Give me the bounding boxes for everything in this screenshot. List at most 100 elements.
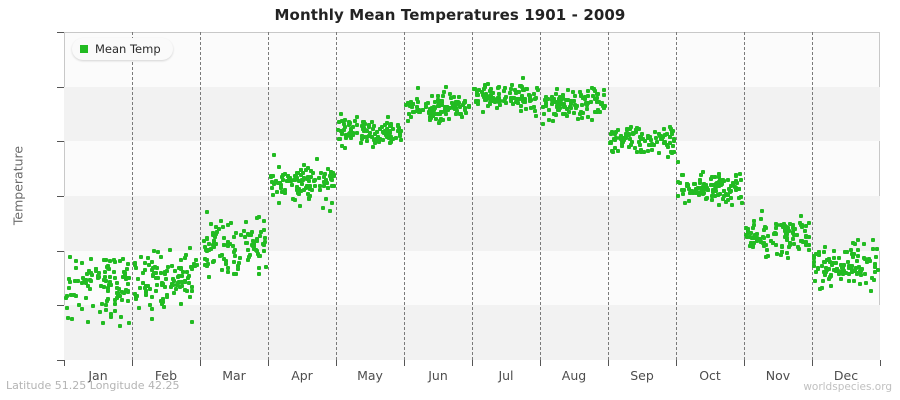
scatter-point xyxy=(763,254,768,259)
scatter-point xyxy=(235,266,240,271)
scatter-point xyxy=(177,266,182,271)
scatter-point xyxy=(513,88,518,93)
scatter-point xyxy=(179,258,184,263)
scatter-point xyxy=(855,271,860,276)
scatter-point xyxy=(803,242,808,247)
scatter-point xyxy=(750,235,755,240)
chart-legend[interactable]: Mean Temp xyxy=(72,38,173,60)
scatter-point xyxy=(236,264,241,269)
scatter-point xyxy=(279,183,284,188)
scatter-point xyxy=(178,302,183,307)
scatter-point xyxy=(83,277,88,282)
scatter-point xyxy=(694,188,699,193)
scatter-point xyxy=(492,99,497,104)
scatter-point xyxy=(565,114,570,119)
scatter-point xyxy=(523,86,528,91)
scatter-point xyxy=(637,139,642,144)
scatter-point xyxy=(305,177,310,182)
scatter-point xyxy=(591,86,596,91)
scatter-point xyxy=(620,143,625,148)
scatter-point xyxy=(687,190,692,195)
scatter-point xyxy=(326,186,331,191)
scatter-point xyxy=(193,263,198,268)
scatter-point xyxy=(503,96,508,101)
scatter-point xyxy=(179,266,184,271)
scatter-point xyxy=(142,286,147,291)
scatter-point xyxy=(583,100,588,105)
scatter-point xyxy=(716,179,721,184)
scatter-point xyxy=(67,279,72,284)
scatter-point xyxy=(293,178,298,183)
scatter-point xyxy=(615,127,620,132)
scatter-point xyxy=(189,319,194,324)
scatter-point xyxy=(751,240,756,245)
scatter-point xyxy=(824,270,829,275)
scatter-point xyxy=(369,134,374,139)
scatter-point xyxy=(188,264,193,269)
scatter-point xyxy=(542,112,547,117)
scatter-point xyxy=(286,176,291,181)
scatter-point xyxy=(509,96,514,101)
scatter-point xyxy=(423,102,428,107)
scatter-point xyxy=(718,183,723,188)
scatter-point xyxy=(213,231,218,236)
scatter-point xyxy=(351,125,356,130)
scatter-point xyxy=(449,96,454,101)
scatter-point xyxy=(262,227,267,232)
scatter-point xyxy=(575,104,580,109)
scatter-point xyxy=(733,173,738,178)
scatter-point xyxy=(295,191,300,196)
scatter-point xyxy=(147,262,152,267)
x-tick-label: Jun xyxy=(428,368,448,383)
scatter-point xyxy=(149,294,154,299)
scatter-point xyxy=(812,264,817,269)
scatter-point xyxy=(722,188,727,193)
scatter-point xyxy=(442,108,447,113)
scatter-point xyxy=(343,133,348,138)
scatter-point xyxy=(717,203,722,208)
scatter-point xyxy=(782,228,787,233)
scatter-point xyxy=(584,103,589,108)
scatter-point xyxy=(483,91,488,96)
scatter-point xyxy=(786,256,791,261)
scatter-point xyxy=(441,90,446,94)
scatter-point xyxy=(285,174,290,179)
scatter-point xyxy=(179,284,184,289)
scatter-point xyxy=(863,257,868,262)
scatter-point xyxy=(639,135,644,140)
scatter-point xyxy=(572,93,577,98)
scatter-point xyxy=(792,226,797,231)
scatter-point xyxy=(70,317,75,322)
scatter-point xyxy=(591,93,595,98)
scatter-point xyxy=(155,250,160,255)
scatter-point xyxy=(169,284,173,289)
scatter-point xyxy=(758,216,763,221)
scatter-point xyxy=(727,190,732,195)
scatter-point xyxy=(720,180,725,185)
scatter-point xyxy=(662,141,667,146)
scatter-point xyxy=(134,294,139,299)
scatter-point xyxy=(857,264,862,269)
scatter-point xyxy=(731,181,736,186)
scatter-point xyxy=(290,182,295,187)
scatter-point xyxy=(508,98,513,103)
x-tick-label: Apr xyxy=(291,368,313,383)
scatter-point xyxy=(375,134,380,139)
scatter-point xyxy=(322,183,327,188)
scatter-point xyxy=(704,196,709,201)
scatter-point xyxy=(497,99,502,104)
scatter-point xyxy=(522,100,527,105)
scatter-point xyxy=(667,125,672,130)
scatter-point xyxy=(209,221,214,226)
scatter-point xyxy=(582,94,587,99)
scatter-point xyxy=(595,91,600,96)
scatter-point xyxy=(580,103,585,108)
scatter-point xyxy=(847,263,852,268)
scatter-point xyxy=(532,92,537,97)
vertical-gridline xyxy=(744,32,745,360)
scatter-point xyxy=(436,104,441,109)
scatter-point xyxy=(328,174,333,179)
scatter-point xyxy=(721,177,726,182)
scatter-point xyxy=(212,235,217,240)
scatter-point xyxy=(781,224,786,229)
